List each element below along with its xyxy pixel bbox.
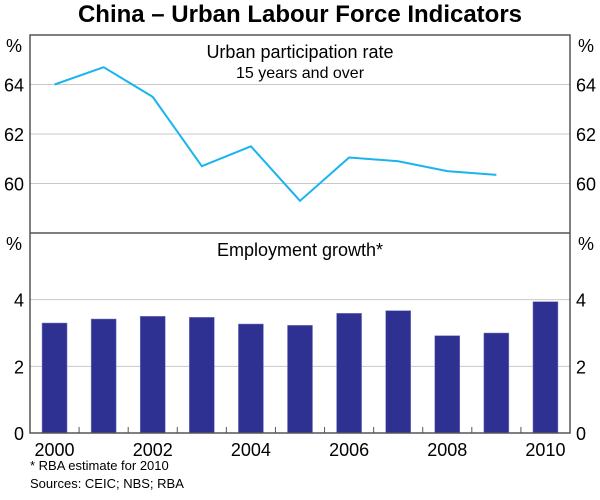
bar-ytick-left: 2 — [14, 357, 24, 377]
bar-2000 — [41, 322, 68, 434]
line-panel-subtitle: 15 years and over — [236, 65, 365, 82]
x-tick-label: 2000 — [35, 440, 75, 460]
line-ytick-right: 64 — [576, 76, 596, 96]
bar-ytick-right: 4 — [576, 291, 586, 311]
x-tick-label: 2002 — [133, 440, 173, 460]
plot-frame — [29, 34, 571, 434]
line-ytick-right: 60 — [576, 175, 596, 195]
bar-2004 — [238, 323, 264, 434]
bar-2001 — [90, 318, 117, 434]
x-tick-label: 2004 — [231, 440, 271, 460]
bar-2005 — [287, 325, 313, 434]
bar-panel-title: Employment growth* — [217, 240, 383, 260]
bar-ytick-right: 2 — [576, 357, 586, 377]
footnote: * RBA estimate for 2010 — [30, 458, 169, 473]
bar-2008 — [434, 335, 461, 434]
bar-ytick-right: 0 — [576, 424, 586, 444]
bar-ytick-left: 0 — [14, 424, 24, 444]
line-ytick-left: 62 — [4, 125, 24, 145]
bar-2010 — [532, 301, 559, 434]
line-ylabel-left: % — [6, 36, 22, 56]
bar-ytick-left: 4 — [14, 291, 24, 311]
bar-2002 — [139, 316, 166, 434]
sources: Sources: CEIC; NBS; RBA — [30, 476, 184, 491]
chart-title: China – Urban Labour Force Indicators — [77, 1, 523, 28]
line-ytick-left: 60 — [4, 175, 24, 195]
bar-ylabel-left: % — [6, 234, 22, 254]
x-tick-label: 2010 — [525, 440, 565, 460]
bar-2003 — [189, 317, 215, 434]
x-tick-label: 2008 — [427, 440, 467, 460]
line-ytick-right: 62 — [576, 125, 596, 145]
line-ytick-left: 64 — [4, 76, 24, 96]
line-panel-title: Urban participation rate — [206, 42, 393, 62]
bar-ylabel-right: % — [578, 234, 594, 254]
bar-2006 — [336, 313, 362, 434]
bar-2007 — [385, 310, 411, 434]
x-tick-label: 2006 — [329, 440, 369, 460]
participation-rate-line — [54, 66, 497, 203]
bar-2009 — [483, 332, 510, 434]
line-ylabel-right: % — [578, 36, 594, 56]
